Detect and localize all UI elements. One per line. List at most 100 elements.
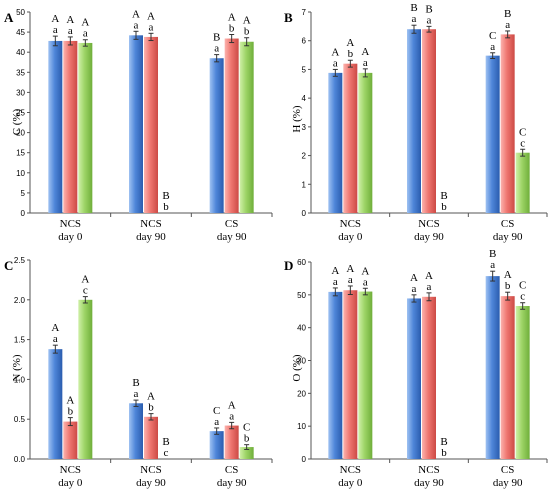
- sig-letter-lower-c: c: [83, 285, 88, 297]
- x-tick-label-b: NCS: [418, 218, 439, 230]
- sig-letter-upper-b: A: [346, 37, 354, 49]
- x-tick-sublabel-b: day 90: [414, 231, 444, 243]
- sig-letter-upper-d: A: [410, 272, 418, 284]
- sig-letter-lower-c: b: [68, 406, 74, 418]
- x-tick-label-d: NCS: [340, 464, 361, 476]
- x-tick-label-a: NCS: [60, 218, 81, 230]
- x-tick-label-d: NCS: [418, 464, 439, 476]
- sig-letter-upper-b: B: [504, 8, 511, 20]
- sig-letter-lower-b: a: [427, 14, 432, 26]
- sig-letter-upper-c: C: [243, 422, 250, 434]
- sig-letter-lower-b: a: [333, 57, 338, 69]
- bar-green-d: [358, 291, 373, 459]
- x-tick-sublabel-b: day 0: [338, 231, 363, 243]
- sig-letter-lower-a: b: [244, 26, 250, 38]
- sig-letter-upper-a: B: [213, 32, 220, 44]
- x-tick-label-a: NCS: [140, 218, 161, 230]
- sig-letter-upper-d: C: [519, 280, 526, 292]
- bar-blue-c: [48, 349, 63, 459]
- x-tick-sublabel-d: day 0: [338, 477, 363, 489]
- bar-red-d: [422, 296, 436, 459]
- x-tick-label-b: CS: [501, 218, 514, 230]
- y-tick-label-b: 3: [302, 123, 307, 132]
- y-tick-label-d: 10: [297, 422, 306, 431]
- y-tick-label-a: 30: [16, 88, 25, 97]
- bar-green-d: [515, 305, 530, 459]
- bar-red-c: [63, 421, 78, 459]
- bar-blue-c: [209, 431, 224, 459]
- sig-letter-lower-b: a: [412, 13, 417, 25]
- y-tick-label-a: 40: [16, 48, 25, 57]
- sig-letter-upper-a: A: [51, 13, 59, 25]
- sig-letter-upper-d: B: [440, 436, 447, 448]
- sig-letter-upper-c: B: [162, 436, 169, 448]
- bar-red-a: [144, 36, 158, 214]
- sig-letter-upper-d: A: [425, 270, 433, 282]
- x-tick-sublabel-a: day 90: [136, 231, 166, 243]
- y-tick-label-b: 1: [302, 180, 307, 189]
- x-tick-label-c: NCS: [140, 464, 161, 476]
- sig-letter-upper-c: A: [147, 391, 155, 403]
- sig-letter-upper-d: A: [504, 269, 512, 281]
- sig-letter-lower-d: b: [441, 447, 447, 459]
- y-tick-label-c: 0.5: [14, 415, 26, 424]
- x-tick-sublabel-b: day 90: [493, 231, 523, 243]
- y-axis-label-a: C (%): [11, 108, 23, 135]
- y-tick-label-d: 30: [297, 357, 306, 366]
- sig-letter-lower-d: a: [427, 281, 432, 293]
- y-tick-label-d: 0: [302, 455, 307, 464]
- y-tick-label-a: 5: [21, 189, 26, 198]
- sig-letter-lower-a: a: [134, 19, 139, 31]
- sig-letter-upper-c: B: [132, 377, 139, 389]
- sig-letter-upper-a: A: [228, 12, 236, 24]
- y-tick-label-d: 50: [297, 291, 306, 300]
- sig-letter-upper-b: B: [440, 190, 447, 202]
- x-tick-label-c: NCS: [60, 464, 81, 476]
- x-tick-sublabel-c: day 0: [58, 477, 83, 489]
- bar-green-c: [78, 299, 93, 459]
- y-tick-label-b: 7: [302, 8, 307, 17]
- sig-letter-lower-c: a: [53, 333, 58, 345]
- sig-letter-upper-a: A: [132, 8, 140, 20]
- sig-letter-upper-c: C: [213, 405, 220, 417]
- bar-red-a: [63, 40, 78, 213]
- sig-letter-lower-a: b: [163, 201, 169, 213]
- sig-letter-lower-d: a: [363, 276, 368, 288]
- bar-red-b: [500, 34, 515, 214]
- bar-green-b: [515, 152, 530, 213]
- bar-red-b: [422, 29, 436, 213]
- sig-letter-upper-d: A: [331, 265, 339, 277]
- sig-letter-upper-d: A: [361, 265, 369, 277]
- sig-letter-lower-a: a: [68, 25, 73, 37]
- sig-letter-lower-b: c: [520, 137, 525, 149]
- panel-label-c: C: [4, 258, 13, 273]
- sig-letter-lower-b: a: [363, 57, 368, 69]
- y-tick-label-d: 60: [297, 258, 306, 267]
- sig-letter-upper-a: A: [66, 14, 74, 26]
- sig-letter-lower-c: a: [229, 410, 234, 422]
- sig-letter-upper-c: A: [81, 274, 89, 286]
- y-tick-label-b: 4: [302, 94, 307, 103]
- y-tick-label-a: 35: [16, 68, 25, 77]
- y-tick-label-a: 20: [16, 129, 25, 138]
- sig-letter-lower-c: a: [214, 416, 219, 428]
- sig-letter-upper-b: C: [519, 126, 526, 138]
- sig-letter-lower-a: a: [214, 43, 219, 55]
- sig-letter-upper-b: B: [425, 3, 432, 15]
- y-tick-label-a: 50: [16, 8, 25, 17]
- y-tick-label-c: 0.0: [14, 455, 26, 464]
- sig-letter-lower-b: b: [348, 48, 354, 60]
- x-tick-label-a: CS: [225, 218, 238, 230]
- sig-letter-lower-d: a: [333, 276, 338, 288]
- sig-letter-upper-d: B: [489, 248, 496, 260]
- bar-red-c: [224, 425, 239, 459]
- bar-green-c: [239, 447, 254, 459]
- sig-letter-lower-a: a: [83, 28, 88, 40]
- panel-label-a: A: [4, 10, 14, 25]
- bar-green-a: [78, 42, 93, 214]
